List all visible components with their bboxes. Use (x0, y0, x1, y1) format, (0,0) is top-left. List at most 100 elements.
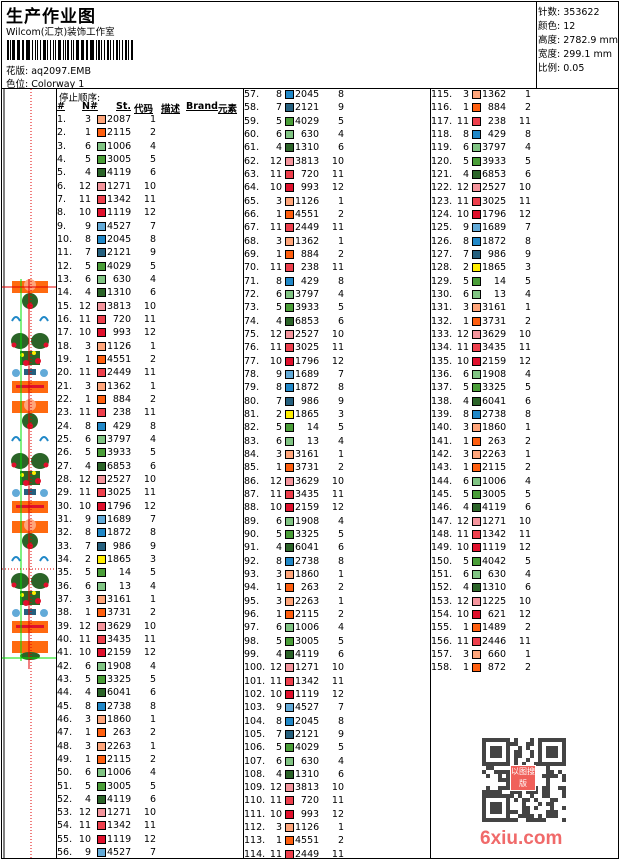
qr-module (498, 738, 502, 742)
color-swatch (97, 288, 106, 298)
row-code: 9 (149, 247, 156, 259)
color-swatch (472, 516, 481, 526)
row-stitches: 1119 (107, 833, 132, 845)
color-swatch (97, 128, 106, 138)
row-needle: 11 (269, 848, 282, 860)
color-swatch (97, 394, 106, 404)
color-swatch (285, 476, 294, 486)
qr-module (562, 774, 566, 778)
row-stitches: 4029 (295, 742, 320, 754)
color-swatch (472, 196, 481, 206)
row-stitches: 1342 (482, 528, 507, 540)
row-stitches: 13 (493, 288, 506, 300)
qr-module (494, 754, 498, 758)
row-index: 129. (431, 275, 453, 287)
motif-shape (11, 462, 17, 468)
qr-module (514, 742, 518, 746)
row-needle: 8 (462, 128, 469, 140)
color-swatch (97, 461, 106, 471)
row-needle: 3 (275, 235, 282, 247)
motif-shape (11, 582, 17, 588)
color-swatch (97, 474, 106, 484)
row-code: 5 (524, 555, 531, 567)
row-index: 133. (431, 328, 453, 340)
row-needle: 5 (462, 275, 469, 287)
row-stitches: 2738 (482, 408, 507, 420)
color-swatch (285, 503, 294, 513)
row-stitches: 1006 (107, 767, 132, 779)
row-code: 8 (149, 420, 156, 432)
header-divider (1, 88, 619, 89)
color-swatch (97, 248, 106, 258)
row-code: 1 (149, 114, 156, 125)
table-row: 111. 10 993 12 (244, 808, 424, 821)
color-swatch (285, 449, 294, 459)
row-stitches: 4551 (295, 208, 320, 220)
qr-module (546, 782, 550, 786)
row-needle: 4 (275, 542, 282, 554)
row-needle: 10 (269, 355, 282, 367)
barcode-bar (27, 40, 30, 60)
qr-module (502, 738, 506, 742)
info-label: 颜色: (538, 21, 561, 32)
row-needle: 11 (456, 635, 469, 647)
row-stitches: 4527 (107, 220, 132, 232)
color-swatch (285, 276, 294, 286)
row-code: 1 (524, 302, 531, 314)
row-needle: 4 (462, 168, 469, 180)
qr-module (490, 766, 494, 770)
row-index: 48. (57, 740, 73, 752)
row-index: 68. (244, 235, 260, 247)
barcode-bar (76, 40, 79, 60)
qr-module (482, 738, 486, 742)
qr-module (494, 794, 498, 798)
row-index: 157. (431, 648, 453, 660)
barcode-bar (91, 40, 94, 60)
qr-module (554, 762, 558, 766)
table-row: 142. 3 2263 1 (431, 448, 611, 461)
qr-module (498, 806, 502, 810)
row-index: 155. (431, 622, 453, 634)
barcode-bar (106, 40, 109, 60)
row-code: 4 (337, 128, 344, 140)
qr-module (554, 814, 558, 818)
table-row: 152. 4 1310 6 (431, 581, 611, 594)
motif-shape (35, 478, 41, 484)
table-row: 12. 5 4029 5 (57, 260, 237, 273)
row-index: 19. (57, 353, 73, 365)
qr-module (514, 762, 518, 766)
table-row: 89. 6 1908 4 (244, 515, 424, 528)
table-row: 112. 3 1126 1 (244, 821, 424, 834)
table-row: 62. 12 3813 10 (244, 155, 424, 168)
row-code: 7 (149, 513, 156, 525)
barcode-bar (9, 40, 11, 60)
row-code: 10 (331, 155, 344, 167)
row-code: 10 (143, 807, 156, 819)
table-row: 28. 12 2527 10 (57, 473, 237, 486)
table-row: 99. 4 4119 6 (244, 648, 424, 661)
qr-module (482, 798, 486, 802)
qr-module (482, 814, 486, 818)
color-swatch (97, 488, 106, 498)
row-needle: 8 (275, 275, 282, 287)
table-row: 149. 10 1119 12 (431, 541, 611, 554)
row-index: 85. (244, 462, 260, 474)
qr-module (554, 798, 558, 802)
qr-module (546, 738, 550, 742)
table-row: 92. 8 2738 8 (244, 555, 424, 568)
row-code: 8 (337, 715, 344, 727)
table-row: 136. 6 1908 4 (431, 368, 611, 381)
qr-module (546, 750, 550, 754)
qr-module (562, 754, 566, 758)
color-swatch (97, 821, 106, 831)
qr-module (490, 810, 494, 814)
row-needle: 4 (275, 315, 282, 327)
row-code: 7 (337, 368, 344, 380)
row-needle: 11 (269, 488, 282, 500)
color-swatch (285, 209, 294, 219)
qr-module (526, 758, 530, 762)
row-needle: 6 (275, 622, 282, 634)
table-row: 78. 9 1689 7 (244, 368, 424, 381)
row-stitches: 2449 (295, 848, 320, 860)
